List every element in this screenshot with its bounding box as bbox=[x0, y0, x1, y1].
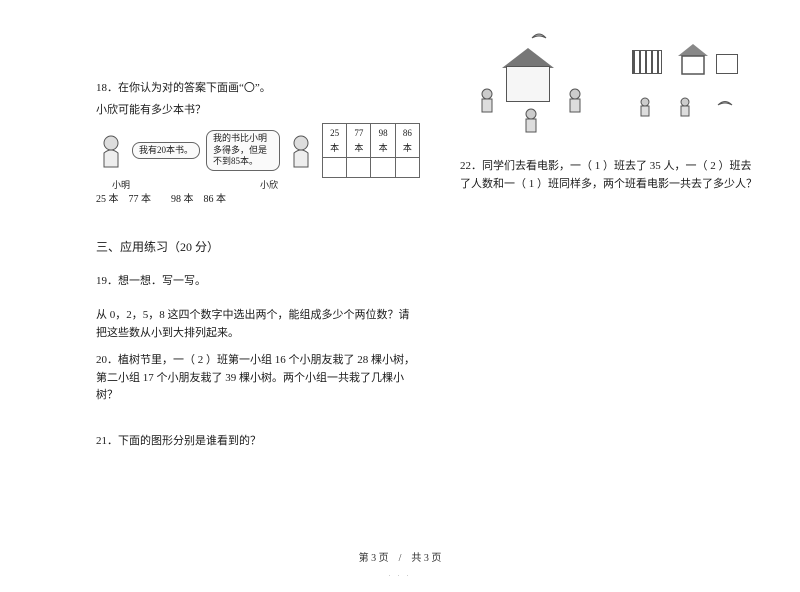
table-row: 25 本 77 本 98 本 86 本 bbox=[323, 124, 420, 158]
table-cell: 86 本 bbox=[395, 124, 419, 158]
child-small-icon bbox=[676, 96, 694, 122]
q18: 18．在你认为对的答案下面画“〇”。 小欣可能有多少本书？ 我有20本书。 我的… bbox=[96, 80, 420, 208]
q18-figure-row: 我有20本书。 我的书比小明多得多，但是不到85本。 25 本 77 本 98 … bbox=[96, 123, 420, 178]
page: 18．在你认为对的答案下面画“〇”。 小欣可能有多少本书？ 我有20本书。 我的… bbox=[0, 0, 800, 592]
child-icon bbox=[522, 108, 540, 134]
section-3-title: 三、应用练习（20 分） bbox=[96, 238, 420, 255]
child-icon bbox=[478, 88, 496, 114]
child-left-icon bbox=[96, 133, 126, 169]
q22-body: 22．同学们去看电影，一（ 1 ）班去了 35 人，一（ 2 ）班去了人数和一（… bbox=[460, 158, 760, 193]
right-column: 22．同学们去看电影，一（ 1 ）班去了 35 人，一（ 2 ）班去了人数和一（… bbox=[460, 36, 760, 203]
table-cell: 25 本 bbox=[323, 124, 347, 158]
q20-body: 20．植树节里，一（ 2 ）班第一小组 16 个小朋友栽了 28 棵小树，第二小… bbox=[96, 352, 420, 405]
speech-bubble-left: 我有20本书。 bbox=[132, 142, 200, 160]
house-top-icon bbox=[716, 54, 738, 74]
child-small-icon bbox=[636, 96, 654, 122]
child-left-name: 小明 bbox=[112, 178, 130, 192]
q18-answer-table: 25 本 77 本 98 本 86 本 bbox=[322, 123, 420, 178]
table-row bbox=[323, 157, 420, 177]
table-cell bbox=[395, 157, 419, 177]
table-cell bbox=[323, 157, 347, 177]
table-cell: 98 本 bbox=[371, 124, 395, 158]
q21-scene-illustration bbox=[460, 36, 746, 144]
q18-prompt: 18．在你认为对的答案下面画“〇”。 bbox=[96, 80, 420, 98]
table-cell bbox=[371, 157, 395, 177]
house-front-icon bbox=[678, 44, 708, 79]
child-right-icon bbox=[286, 133, 316, 169]
page-footer: 第 3 页 / 共 3 页 bbox=[0, 549, 800, 564]
bird-small-icon bbox=[716, 96, 734, 115]
house-3d-icon bbox=[506, 66, 550, 102]
bird-icon bbox=[530, 28, 548, 54]
child-right-name: 小欣 bbox=[260, 178, 278, 192]
q18-options-line: 25 本 77 本 98 本 86 本 bbox=[96, 192, 420, 208]
child-icon bbox=[566, 88, 584, 114]
house-side-icon bbox=[632, 50, 662, 74]
speech-bubble-right: 我的书比小明多得多，但是不到85本。 bbox=[206, 130, 280, 171]
footer-dots: . . . bbox=[0, 572, 800, 578]
q21-line1: 21．下面的图形分别是谁看到的？ bbox=[96, 433, 420, 451]
q19-body: 从 0，2，5，8 这四个数字中选出两个，能组成多少个两位数？请把这些数从小到大… bbox=[96, 307, 420, 342]
q18-subprompt: 小欣可能有多少本书？ bbox=[96, 102, 420, 120]
q19-line1: 19．想一想．写一写。 bbox=[96, 273, 420, 291]
table-cell: 77 本 bbox=[347, 124, 371, 158]
left-column: 18．在你认为对的答案下面画“〇”。 小欣可能有多少本书？ 我有20本书。 我的… bbox=[96, 80, 420, 461]
table-cell bbox=[347, 157, 371, 177]
